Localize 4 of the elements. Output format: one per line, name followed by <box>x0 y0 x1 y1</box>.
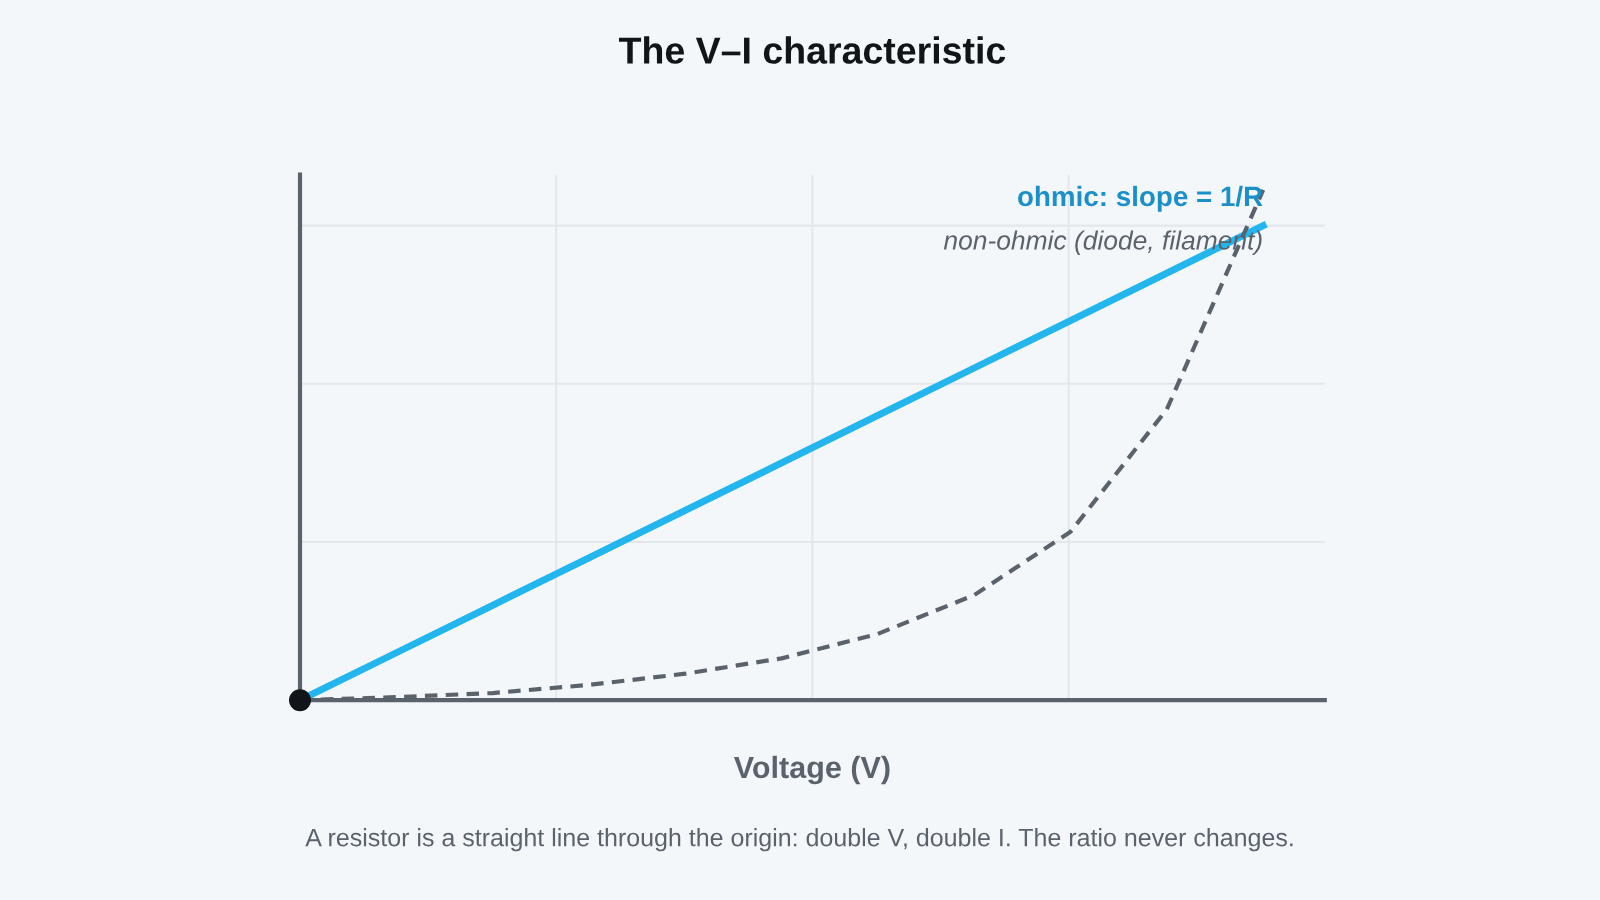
text: A resistor is a straight line through the origin: double V, double I. The ratio never changes. <box>305 828 1293 852</box>
chart-title: The V–I characteristic <box>618 36 1006 64</box>
series-label: ohmic: slope = 1/R <box>1018 185 1263 212</box>
x-axis-title: Voltage (V) <box>733 755 890 785</box>
